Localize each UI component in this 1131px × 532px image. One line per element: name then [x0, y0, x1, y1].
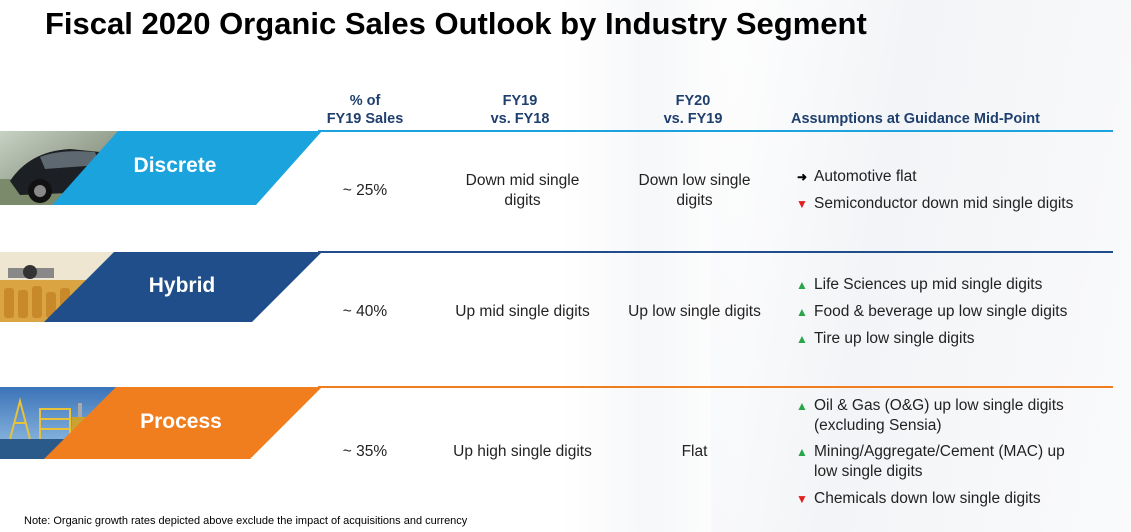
hybrid-pct: ~ 40% [342, 303, 388, 320]
header-fy20-line1: FY20 [675, 93, 711, 109]
page-title: Fiscal 2020 Organic Sales Outlook by Ind… [45, 6, 867, 41]
discrete-assumption-item: ➜ Automotive flat [790, 167, 917, 187]
process-divider [318, 386, 1113, 388]
arrow-down-icon: ▼ [796, 492, 808, 506]
assumption-text: Food & beverage up low single digits [814, 303, 1068, 320]
discrete-banner [52, 131, 322, 205]
process-fy19: Up high single digits [453, 443, 592, 460]
process-fy20: Flat [681, 443, 708, 460]
header-fy20: FY20 vs. FY19 [643, 92, 743, 128]
arrow-up-icon: ▲ [796, 332, 808, 346]
assumption-text: Automotive flat [814, 168, 917, 185]
arrow-up-icon: ▲ [796, 445, 808, 459]
process-assumption-item: ▲ Oil & Gas (O&G) up low single digits (… [790, 396, 1064, 436]
header-fy19-line1: FY19 [502, 93, 538, 109]
assumption-text: Life Sciences up mid single digits [814, 276, 1043, 293]
process-pct: ~ 35% [342, 443, 388, 460]
header-fy20-line2: vs. FY19 [663, 111, 723, 127]
assumption-text: Tire up low single digits [814, 330, 975, 347]
header-pct-line2: FY19 Sales [326, 111, 404, 127]
assumption-text: Oil & Gas (O&G) up low single digits [814, 397, 1064, 414]
process-assumption-item: ▲ Mining/Aggregate/Cement (MAC) up low s… [790, 442, 1065, 482]
assumption-text: Chemicals down low single digits [814, 490, 1041, 507]
hybrid-assumption-item: ▲ Food & beverage up low single digits [790, 302, 1067, 322]
hybrid-fy19: Up mid single digits [455, 303, 590, 320]
header-pct-line1: % of [349, 93, 381, 109]
process-label: Process [140, 410, 222, 433]
hybrid-fy20: Up low single digits [628, 303, 761, 320]
hybrid-banner [44, 252, 322, 322]
arrow-up-icon: ▲ [796, 399, 808, 413]
discrete-fy19: Down mid single digits [465, 172, 580, 209]
discrete-label: Discrete [133, 154, 217, 177]
footnote: Note: Organic growth rates depicted abov… [24, 515, 468, 527]
header-fy19: FY19 vs. FY18 [470, 92, 570, 128]
header-pct-sales: % of FY19 Sales [315, 92, 415, 128]
assumption-text: Mining/Aggregate/Cement (MAC) up [814, 443, 1065, 460]
arrow-up-icon: ▲ [796, 305, 808, 319]
arrow-up-icon: ▲ [796, 278, 808, 292]
discrete-pct: ~ 25% [342, 182, 388, 199]
assumption-text: (excluding Sensia) [814, 417, 942, 434]
discrete-divider [318, 130, 1113, 132]
header-assumptions: Assumptions at Guidance Mid-Point [791, 110, 1040, 128]
assumption-text: low single digits [814, 463, 923, 480]
hybrid-assumption-item: ▲ Life Sciences up mid single digits [790, 275, 1042, 295]
arrow-right-icon: ➜ [796, 170, 808, 184]
discrete-fy20: Down low single digits [638, 172, 751, 209]
hybrid-divider [318, 251, 1113, 253]
discrete-assumption-item: ▼ Semiconductor down mid single digits [790, 194, 1073, 214]
header-assumptions-label: Assumptions at Guidance Mid-Point [791, 111, 1040, 127]
header-fy19-line2: vs. FY18 [490, 111, 550, 127]
arrow-down-icon: ▼ [796, 197, 808, 211]
hybrid-label: Hybrid [148, 274, 216, 297]
process-banner [44, 387, 322, 459]
assumption-text: Semiconductor down mid single digits [814, 195, 1074, 212]
hybrid-assumption-item: ▲ Tire up low single digits [790, 329, 975, 349]
process-assumption-item: ▼ Chemicals down low single digits [790, 489, 1041, 509]
